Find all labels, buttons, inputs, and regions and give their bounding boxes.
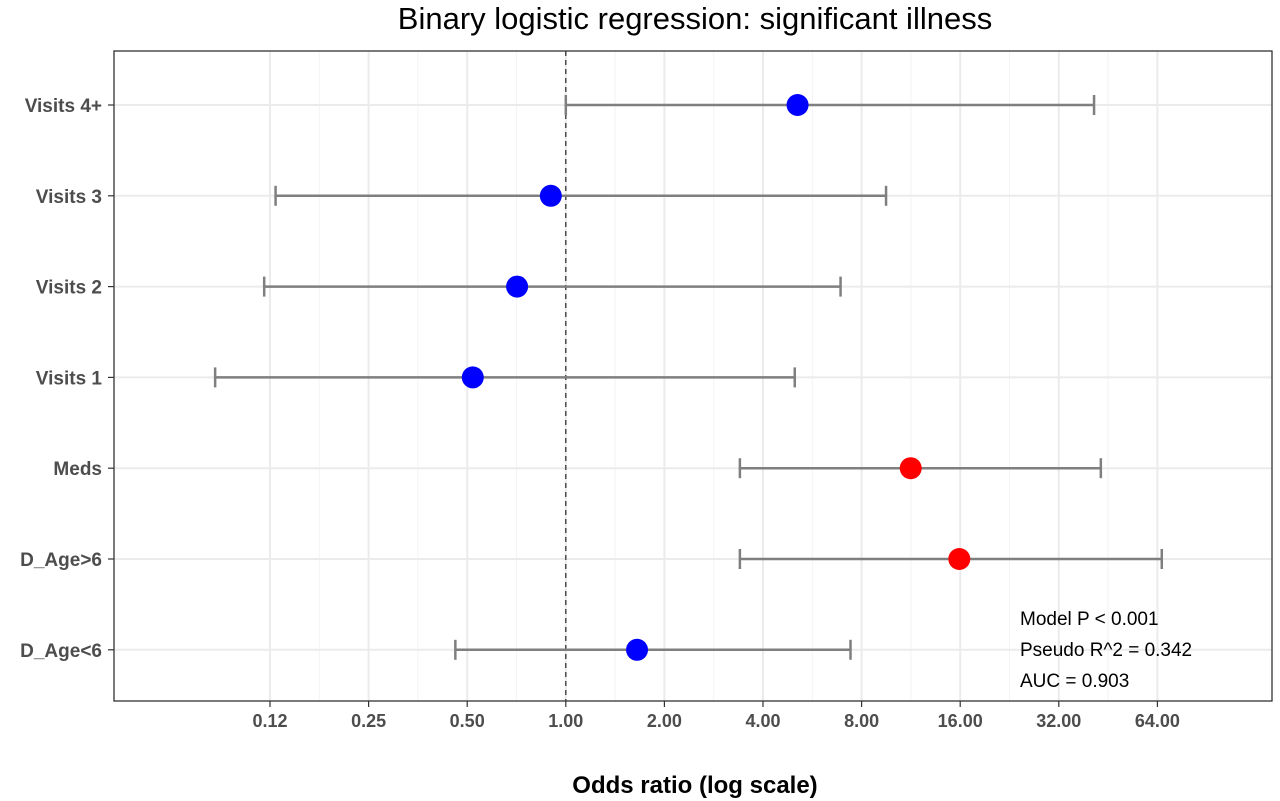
model-stat-line: Model P < 0.001 <box>1020 609 1159 630</box>
chart-title: Binary logistic regression: significant … <box>398 1 992 36</box>
y-tick-label: D_Age>6 <box>20 550 102 571</box>
odds-ratio-point <box>461 366 484 389</box>
y-tick-label: Visits 2 <box>36 278 102 299</box>
x-tick-label: 0.25 <box>351 711 386 731</box>
x-tick-label: 16.00 <box>938 711 983 731</box>
x-tick-label: 0.12 <box>252 711 287 731</box>
y-tick-label: Meds <box>53 459 102 480</box>
x-tick-label: 64.00 <box>1135 711 1180 731</box>
odds-ratio-point <box>626 638 649 661</box>
odds-ratio-point <box>506 275 529 298</box>
x-tick-label: 0.50 <box>450 711 485 731</box>
odds-ratio-point <box>948 548 971 570</box>
model-stat-line: Pseudo R^2 = 0.342 <box>1020 640 1192 661</box>
point-estimates <box>461 94 971 661</box>
x-tick-label: 32.00 <box>1036 711 1081 731</box>
odds-ratio-point <box>539 184 562 207</box>
y-tick-label: D_Age<6 <box>20 641 102 662</box>
x-tick-label: 2.00 <box>647 711 682 731</box>
odds-ratio-point <box>786 94 809 116</box>
x-tick-labels: 0.12 0.25 0.50 1.00 2.00 4.00 8.00 16.00 32.00 64… <box>252 701 1180 731</box>
x-tick-label: 8.00 <box>844 711 879 731</box>
y-tick-label: Visits 3 <box>36 187 102 208</box>
plot-panel-border <box>113 50 1273 702</box>
y-tick-labels: Visits 4+ Visits 3 Visits 2 Visits 1 Meds D_A… <box>20 96 114 662</box>
y-tick-label: Visits 1 <box>36 368 103 389</box>
x-tick-label: 1.00 <box>548 711 583 731</box>
model-stat-line: AUC = 0.903 <box>1020 671 1129 692</box>
model-stats: Model P < 0.001 Pseudo R^2 = 0.342 AUC = 0… <box>1020 609 1192 692</box>
x-tick-label: 4.00 <box>745 711 780 731</box>
odds-ratio-point <box>899 457 922 480</box>
x-axis-label: Odds ratio (log scale) <box>572 772 817 799</box>
grid-lines <box>114 51 1272 701</box>
error-bars <box>213 95 1164 660</box>
y-tick-label: Visits 4+ <box>25 96 102 117</box>
